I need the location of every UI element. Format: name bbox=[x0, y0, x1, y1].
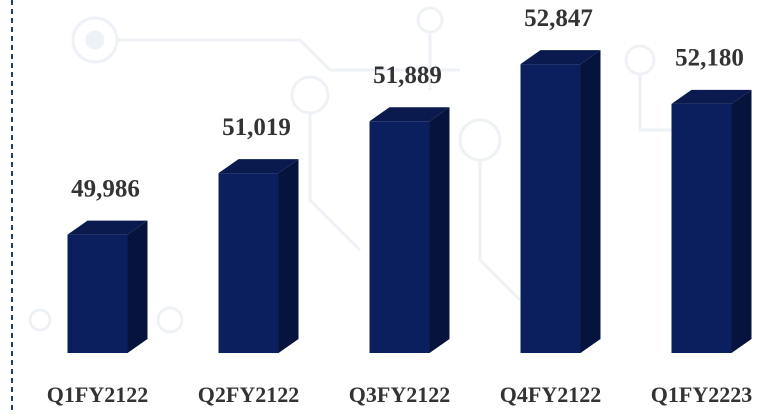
bar-front bbox=[369, 121, 430, 353]
bar-front bbox=[218, 173, 279, 353]
bar-front bbox=[671, 103, 732, 353]
bar-top bbox=[369, 107, 450, 122]
bar-top bbox=[671, 89, 752, 104]
bar-top bbox=[67, 220, 148, 235]
bar-side bbox=[127, 220, 148, 353]
bar-side bbox=[731, 89, 752, 353]
bar-side bbox=[278, 159, 299, 353]
value-label: 49,986 bbox=[71, 175, 140, 202]
bar bbox=[218, 159, 299, 353]
bar-front bbox=[67, 234, 128, 353]
x-tick-label: Q1FY2122 bbox=[47, 382, 148, 407]
bar bbox=[369, 107, 450, 353]
bar-top bbox=[520, 50, 601, 65]
bar bbox=[520, 50, 601, 353]
bar-side bbox=[580, 50, 601, 353]
x-tick-label: Q3FY2122 bbox=[349, 382, 450, 407]
x-tick-label: Q4FY2122 bbox=[500, 382, 601, 407]
x-tick-label: Q2FY2122 bbox=[198, 382, 299, 407]
value-label: 51,019 bbox=[222, 114, 291, 141]
bar-top bbox=[218, 159, 299, 174]
bar-front bbox=[520, 64, 581, 353]
x-tick-label: Q1FY2223 bbox=[651, 382, 752, 407]
value-label: 52,180 bbox=[675, 45, 744, 72]
bar bbox=[67, 220, 148, 353]
value-label: 51,889 bbox=[373, 62, 442, 89]
value-label: 52,847 bbox=[524, 5, 593, 32]
bar bbox=[671, 89, 752, 353]
bar-side bbox=[429, 107, 450, 353]
